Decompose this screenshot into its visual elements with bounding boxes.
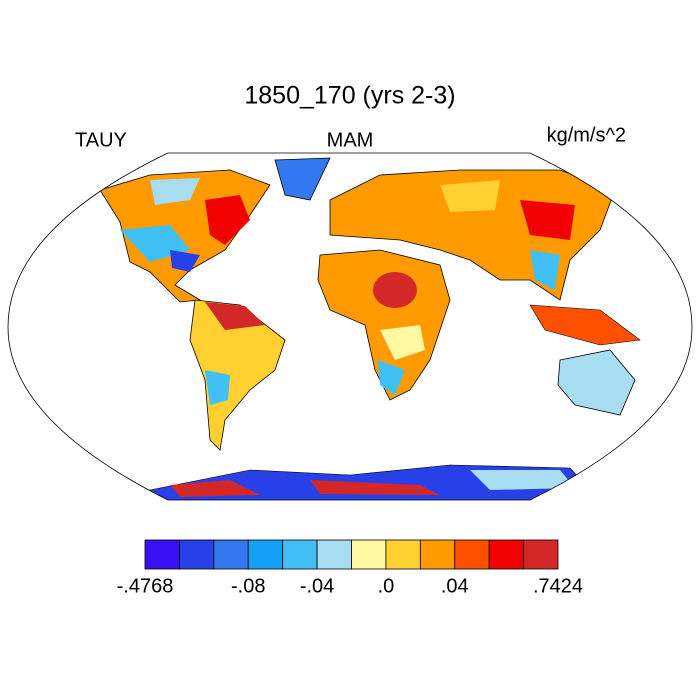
colorbar-box bbox=[247, 539, 284, 570]
season-label: MAM bbox=[327, 129, 374, 151]
patch bbox=[150, 178, 200, 205]
patch bbox=[373, 272, 417, 308]
colorbar-box bbox=[282, 539, 318, 570]
patch bbox=[470, 470, 575, 490]
colorbar-box bbox=[144, 539, 180, 570]
south-america bbox=[189, 299, 286, 451]
patch bbox=[205, 302, 265, 330]
variable-label: TAUY bbox=[75, 129, 127, 151]
greenland bbox=[274, 157, 331, 201]
colorbar-label: .04 bbox=[441, 575, 469, 597]
colorbar-box bbox=[316, 539, 352, 570]
colorbar-box bbox=[385, 539, 421, 570]
patch bbox=[205, 370, 230, 405]
map bbox=[8, 153, 692, 500]
colorbar-box bbox=[488, 539, 524, 570]
colorbar-label: .0 bbox=[378, 575, 395, 597]
colorbar-label: -.4768 bbox=[117, 575, 174, 597]
units-label: kg/m/s^2 bbox=[547, 124, 626, 146]
patch bbox=[530, 250, 560, 290]
africa bbox=[317, 249, 451, 401]
patch bbox=[378, 360, 405, 395]
patch bbox=[205, 195, 250, 245]
patch bbox=[520, 200, 575, 240]
patch bbox=[440, 180, 500, 212]
colorbar-box bbox=[454, 539, 490, 570]
patch bbox=[380, 325, 425, 360]
patch bbox=[170, 480, 440, 497]
colorbar-box bbox=[523, 539, 559, 570]
colorbar-label: -.04 bbox=[300, 575, 334, 597]
colorbar-label: -.08 bbox=[231, 575, 265, 597]
indonesia bbox=[529, 304, 641, 346]
colorbar-box bbox=[179, 539, 215, 570]
colorbar-box bbox=[351, 539, 387, 570]
colorbar: -.4768 -.08 -.04 .0 .04 .7424 bbox=[117, 539, 583, 597]
australia bbox=[557, 349, 636, 416]
patch bbox=[170, 250, 200, 272]
title: 1850_170 (yrs 2-3) bbox=[244, 82, 455, 110]
colorbar-box bbox=[213, 539, 249, 570]
map-border bbox=[7, 152, 693, 501]
colorbar-label: .7424 bbox=[533, 575, 583, 597]
colorbar-box bbox=[419, 539, 456, 570]
